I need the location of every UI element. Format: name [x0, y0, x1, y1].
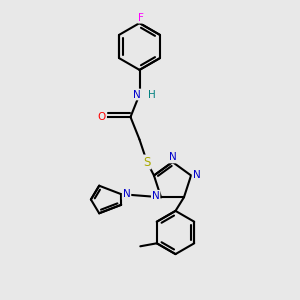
- Text: S: S: [143, 155, 151, 169]
- Text: N: N: [169, 152, 176, 163]
- Text: O: O: [98, 112, 106, 122]
- Text: N: N: [133, 89, 141, 100]
- Text: N: N: [152, 191, 160, 201]
- Text: N: N: [123, 189, 130, 199]
- Text: N: N: [193, 170, 200, 181]
- Text: F: F: [138, 13, 144, 23]
- Text: H: H: [148, 89, 156, 100]
